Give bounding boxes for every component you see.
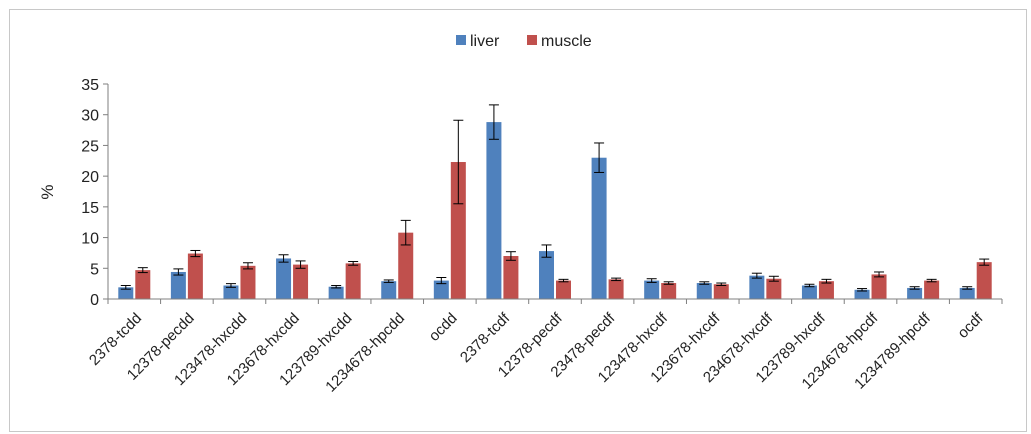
bars — [118, 122, 992, 299]
bar-muscle — [503, 256, 519, 299]
bar-liver — [907, 287, 923, 299]
error-bars — [120, 104, 990, 292]
y-tick-label: 15 — [81, 200, 99, 217]
x-tick-label: ocdf — [954, 309, 987, 342]
bar-liver — [328, 286, 344, 299]
bar-liver — [276, 258, 292, 299]
bar-muscle — [556, 280, 571, 299]
bar-liver — [118, 287, 134, 299]
x-axis: 2378-tcdd12378-pecdd123478-hxcdd123678-h… — [86, 298, 1003, 396]
bar-liver — [539, 251, 554, 299]
x-tick-label: ocdd — [426, 310, 461, 345]
bar-muscle — [240, 265, 256, 299]
legend: liver muscle — [456, 33, 592, 50]
bar-muscle — [818, 281, 834, 299]
bar-muscle — [608, 279, 624, 299]
bar-muscle — [976, 262, 992, 299]
legend-swatch-liver — [456, 35, 466, 45]
y-tick-label: 10 — [81, 231, 99, 248]
bar-liver — [170, 271, 186, 299]
bar-muscle — [450, 162, 466, 299]
y-tick-label: 25 — [81, 138, 99, 155]
bar-muscle — [398, 232, 414, 299]
bar-liver — [223, 285, 239, 299]
y-tick-label: 5 — [90, 261, 99, 278]
bar-liver — [749, 275, 765, 299]
bar-liver — [591, 157, 607, 299]
bar-muscle — [766, 278, 782, 299]
y-axis-label: % — [38, 184, 57, 199]
bar-muscle — [661, 283, 677, 299]
bar-muscle — [924, 280, 940, 299]
y-axis: 0 5 10 15 20 25 30 35 — [81, 77, 109, 309]
legend-label-liver: liver — [470, 33, 500, 50]
bar-liver — [696, 283, 712, 299]
bar-muscle — [713, 284, 729, 299]
bar-liver — [486, 122, 502, 299]
bar-liver — [433, 280, 449, 299]
chart-frame — [9, 9, 1027, 432]
bar-liver — [959, 287, 975, 299]
y-tick-label: 20 — [81, 169, 99, 186]
legend-label-muscle: muscle — [541, 33, 592, 50]
bar-liver — [801, 285, 817, 299]
bar-muscle — [187, 253, 203, 299]
y-tick-label: 0 — [90, 292, 99, 309]
legend-swatch-muscle — [527, 35, 537, 45]
bar-liver — [381, 281, 397, 299]
bar-muscle — [135, 270, 151, 299]
bar-muscle — [293, 264, 309, 299]
y-tick-label: 35 — [81, 77, 99, 94]
bar-muscle — [345, 263, 361, 299]
bar-liver — [854, 289, 870, 299]
y-tick-label: 30 — [81, 108, 99, 125]
bar-muscle — [871, 274, 887, 299]
bar-liver — [644, 280, 660, 299]
